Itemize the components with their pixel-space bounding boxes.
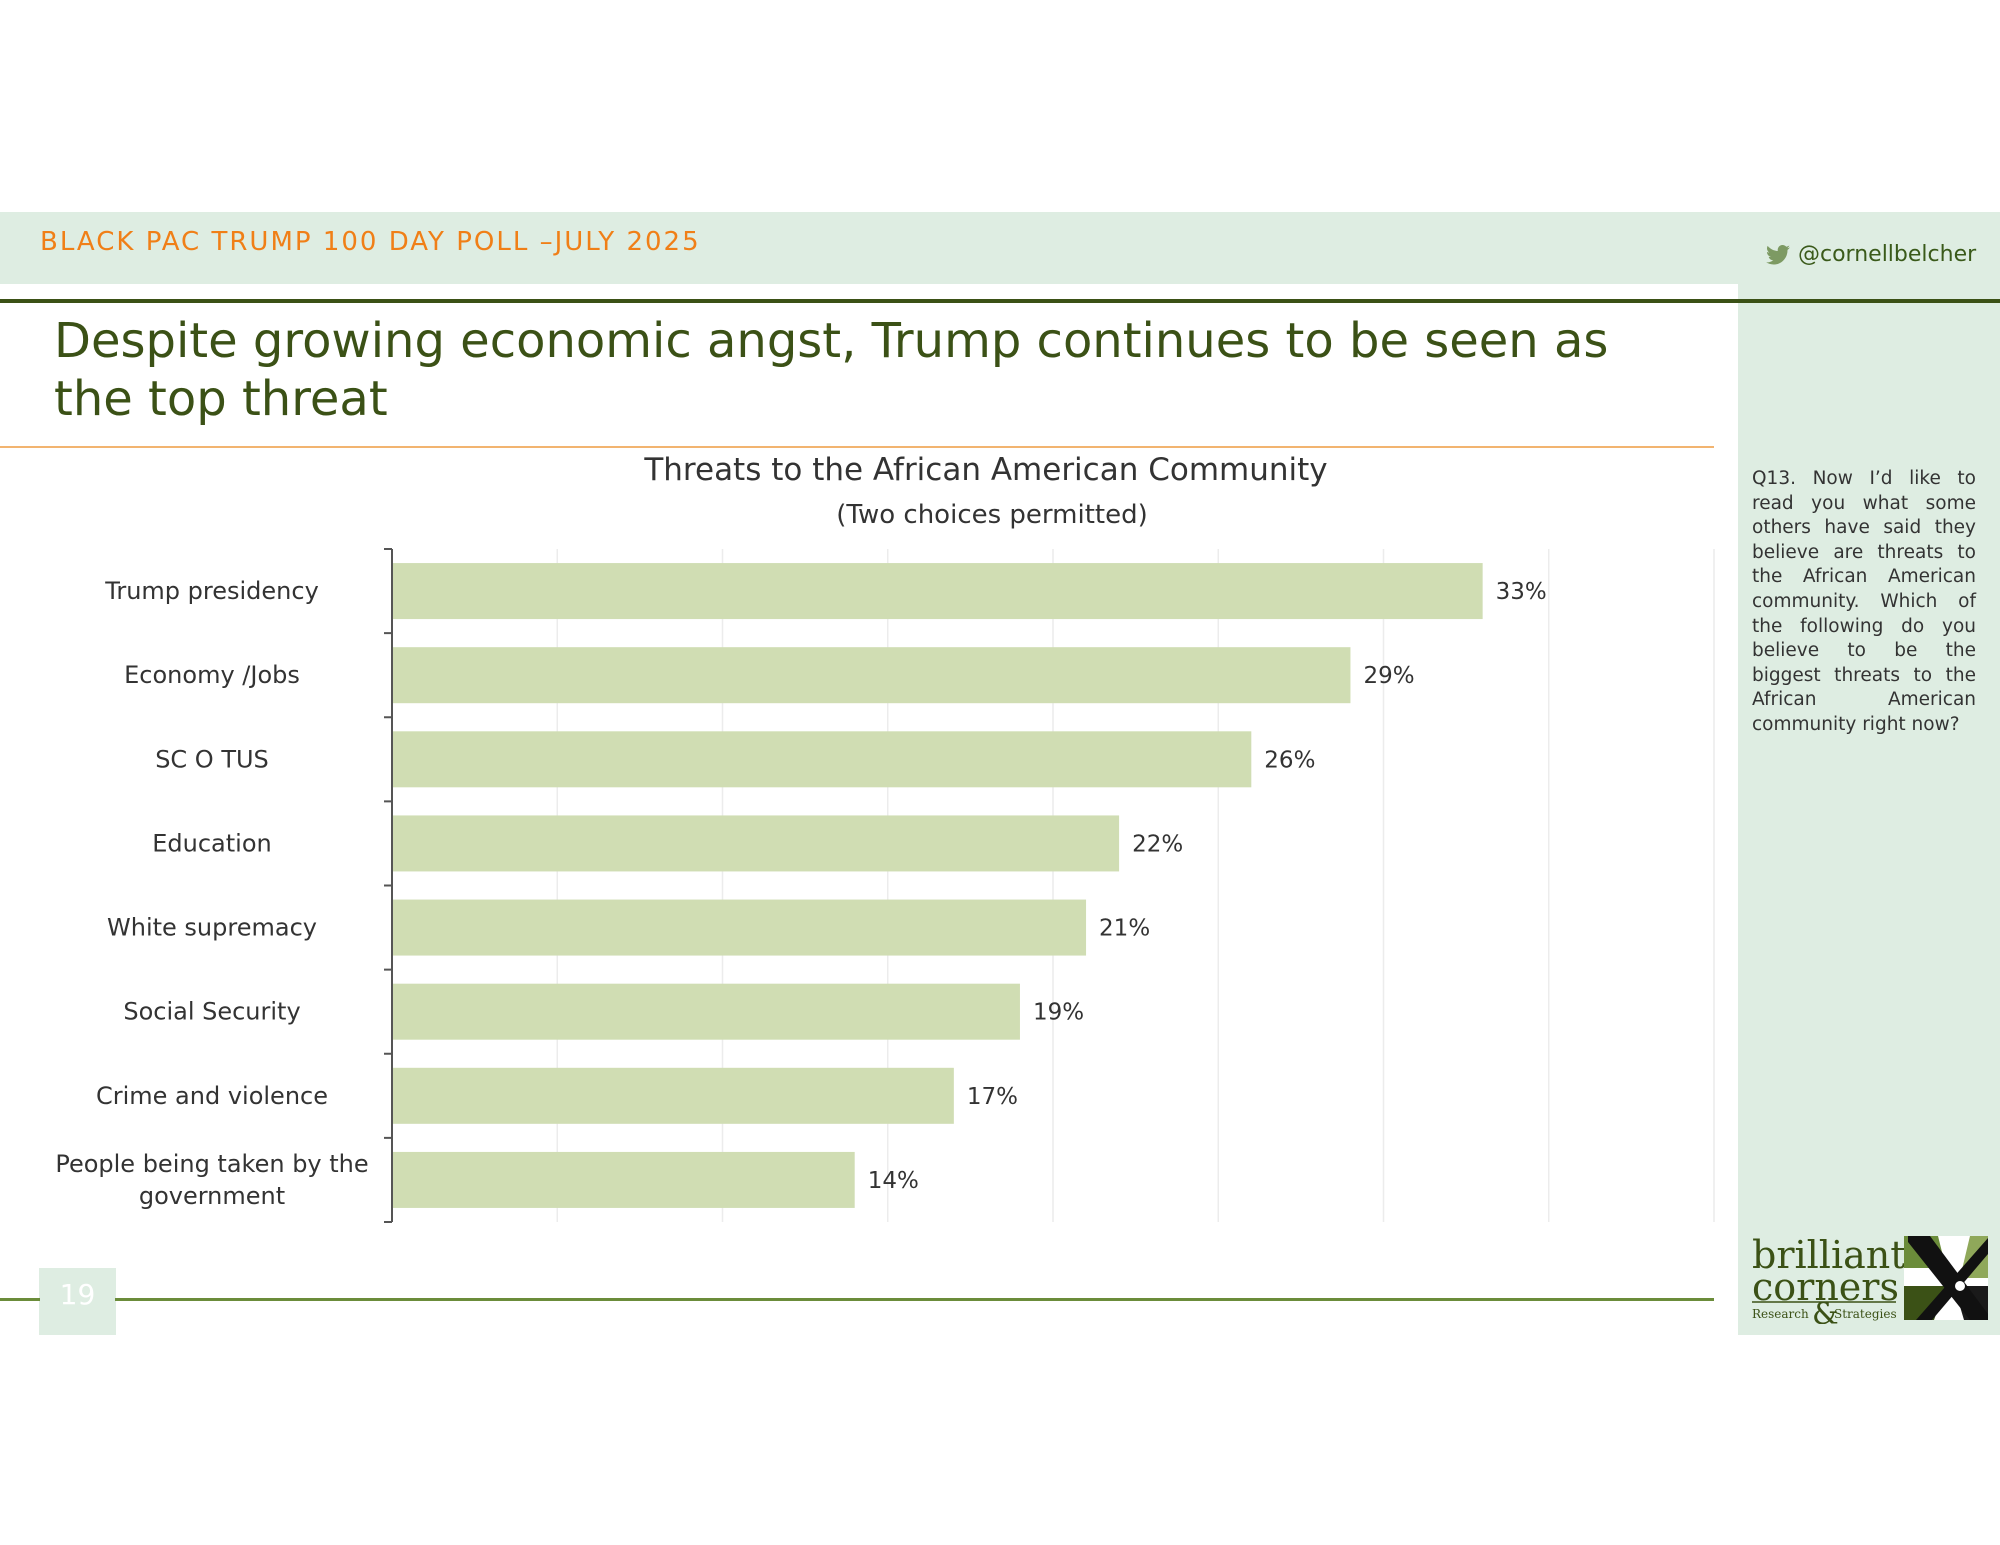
- category-label-line: government: [139, 1182, 285, 1210]
- category-labels: Trump presidency Economy /Jobs SC O TUS Edu…: [55, 577, 368, 1210]
- twitter-handle-text: @cornellbelcher: [1798, 242, 1977, 267]
- bar: [392, 815, 1120, 872]
- data-label: 26%: [1264, 747, 1315, 773]
- logo-line3a: Research: [1752, 1307, 1809, 1321]
- logo-mark-icon: [1904, 1236, 1988, 1320]
- data-label: 19%: [1033, 1000, 1084, 1026]
- right-panel: [1738, 212, 2000, 1335]
- header-band: [0, 212, 2000, 284]
- title-divider-bottom: [0, 446, 1714, 448]
- category-label-line: Economy /Jobs: [124, 661, 300, 689]
- category-label-line: SC O TUS: [155, 745, 269, 773]
- data-label: 21%: [1099, 916, 1150, 942]
- data-label: 14%: [868, 1168, 919, 1194]
- slide-title: Despite growing economic angst, Trump co…: [54, 313, 1609, 427]
- bar: [392, 983, 1020, 1040]
- logo-ampersand: &: [1812, 1297, 1839, 1324]
- data-label: 22%: [1132, 831, 1183, 857]
- category-label-line: Trump presidency: [104, 577, 319, 605]
- question-text: Q13. Now I’d like to read you what some …: [1752, 468, 1976, 735]
- chart-subtitle: (Two choices permitted): [836, 500, 1147, 530]
- data-label: 33%: [1496, 579, 1547, 605]
- category-label-line: Crime and violence: [96, 1082, 328, 1110]
- bar: [392, 1151, 855, 1208]
- bar: [392, 899, 1087, 956]
- category-label-line: Social Security: [123, 998, 300, 1026]
- footer-rule-left: [0, 1298, 40, 1301]
- logo-line1: brilliant: [1752, 1233, 1906, 1277]
- twitter-bird-icon: [1766, 244, 1790, 264]
- bar: [392, 731, 1252, 788]
- category-label: Economy /Jobs: [124, 661, 300, 689]
- bar: [392, 1067, 954, 1124]
- category-label: People being taken by the government: [55, 1150, 368, 1210]
- data-labels: 33% 29% 26% 22% 21% 19% 17% 14%: [868, 579, 1547, 1194]
- category-label: Social Security: [123, 998, 300, 1026]
- footer-rule-right: [115, 1298, 1714, 1301]
- category-label-line: People being taken by the: [55, 1150, 368, 1178]
- bar-chart: Threats to the African American Communit…: [55, 455, 1715, 1223]
- bar: [392, 647, 1351, 704]
- title-divider-top: [0, 299, 2000, 303]
- category-label-line: Education: [152, 829, 271, 857]
- category-label: Crime and violence: [96, 1082, 328, 1110]
- page-number: 19: [59, 1278, 96, 1311]
- twitter-handle[interactable]: @cornellbelcher: [1766, 242, 1986, 267]
- data-label: 17%: [967, 1084, 1018, 1110]
- bar: [392, 563, 1483, 620]
- page-number-box: [39, 1268, 116, 1335]
- data-label: 29%: [1363, 663, 1414, 689]
- chart-bars: [392, 563, 1483, 1208]
- category-label: SC O TUS: [155, 745, 269, 773]
- chart-title: Threats to the African American Communit…: [643, 455, 1327, 488]
- poll-label: BLACK PAC TRUMP 100 DAY POLL –JULY 2025: [40, 227, 701, 257]
- category-label-line: White supremacy: [107, 914, 317, 942]
- category-label: Trump presidency: [104, 577, 319, 605]
- category-axis: [384, 548, 393, 1223]
- brilliant-corners-logo: brilliant corners Research & Strategies: [1752, 1233, 1988, 1324]
- category-label: White supremacy: [107, 914, 317, 942]
- category-label: Education: [152, 829, 271, 857]
- logo-line3b: Strategies: [1834, 1307, 1897, 1321]
